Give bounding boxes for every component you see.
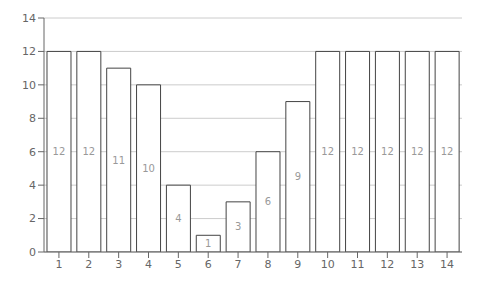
svg-text:0: 0 (29, 246, 36, 259)
svg-text:6: 6 (29, 146, 36, 159)
svg-text:11: 11 (351, 258, 365, 271)
svg-text:12: 12 (381, 146, 394, 157)
svg-text:11: 11 (112, 155, 125, 166)
svg-text:2: 2 (29, 212, 36, 225)
svg-text:13: 13 (410, 258, 424, 271)
svg-text:10: 10 (22, 79, 36, 92)
svg-text:1: 1 (55, 258, 62, 271)
svg-text:2: 2 (85, 258, 92, 271)
svg-text:8: 8 (29, 112, 36, 125)
svg-text:12: 12 (411, 146, 424, 157)
svg-text:1: 1 (205, 238, 211, 249)
svg-text:12: 12 (22, 45, 36, 58)
svg-text:14: 14 (22, 12, 36, 25)
svg-text:4: 4 (29, 179, 36, 192)
svg-text:12: 12 (321, 146, 334, 157)
svg-text:10: 10 (321, 258, 335, 271)
svg-text:12: 12 (82, 146, 95, 157)
svg-text:12: 12 (441, 146, 454, 157)
svg-text:14: 14 (440, 258, 454, 271)
svg-text:12: 12 (380, 258, 394, 271)
svg-text:12: 12 (351, 146, 364, 157)
svg-text:9: 9 (295, 171, 301, 182)
svg-text:5: 5 (175, 258, 182, 271)
svg-text:6: 6 (265, 196, 271, 207)
svg-text:7: 7 (235, 258, 242, 271)
svg-text:12: 12 (53, 146, 66, 157)
svg-text:10: 10 (142, 163, 155, 174)
svg-text:3: 3 (115, 258, 122, 271)
svg-text:8: 8 (264, 258, 271, 271)
svg-text:9: 9 (294, 258, 301, 271)
svg-text:6: 6 (205, 258, 212, 271)
svg-text:3: 3 (235, 221, 241, 232)
svg-text:4: 4 (145, 258, 152, 271)
svg-text:4: 4 (175, 213, 181, 224)
